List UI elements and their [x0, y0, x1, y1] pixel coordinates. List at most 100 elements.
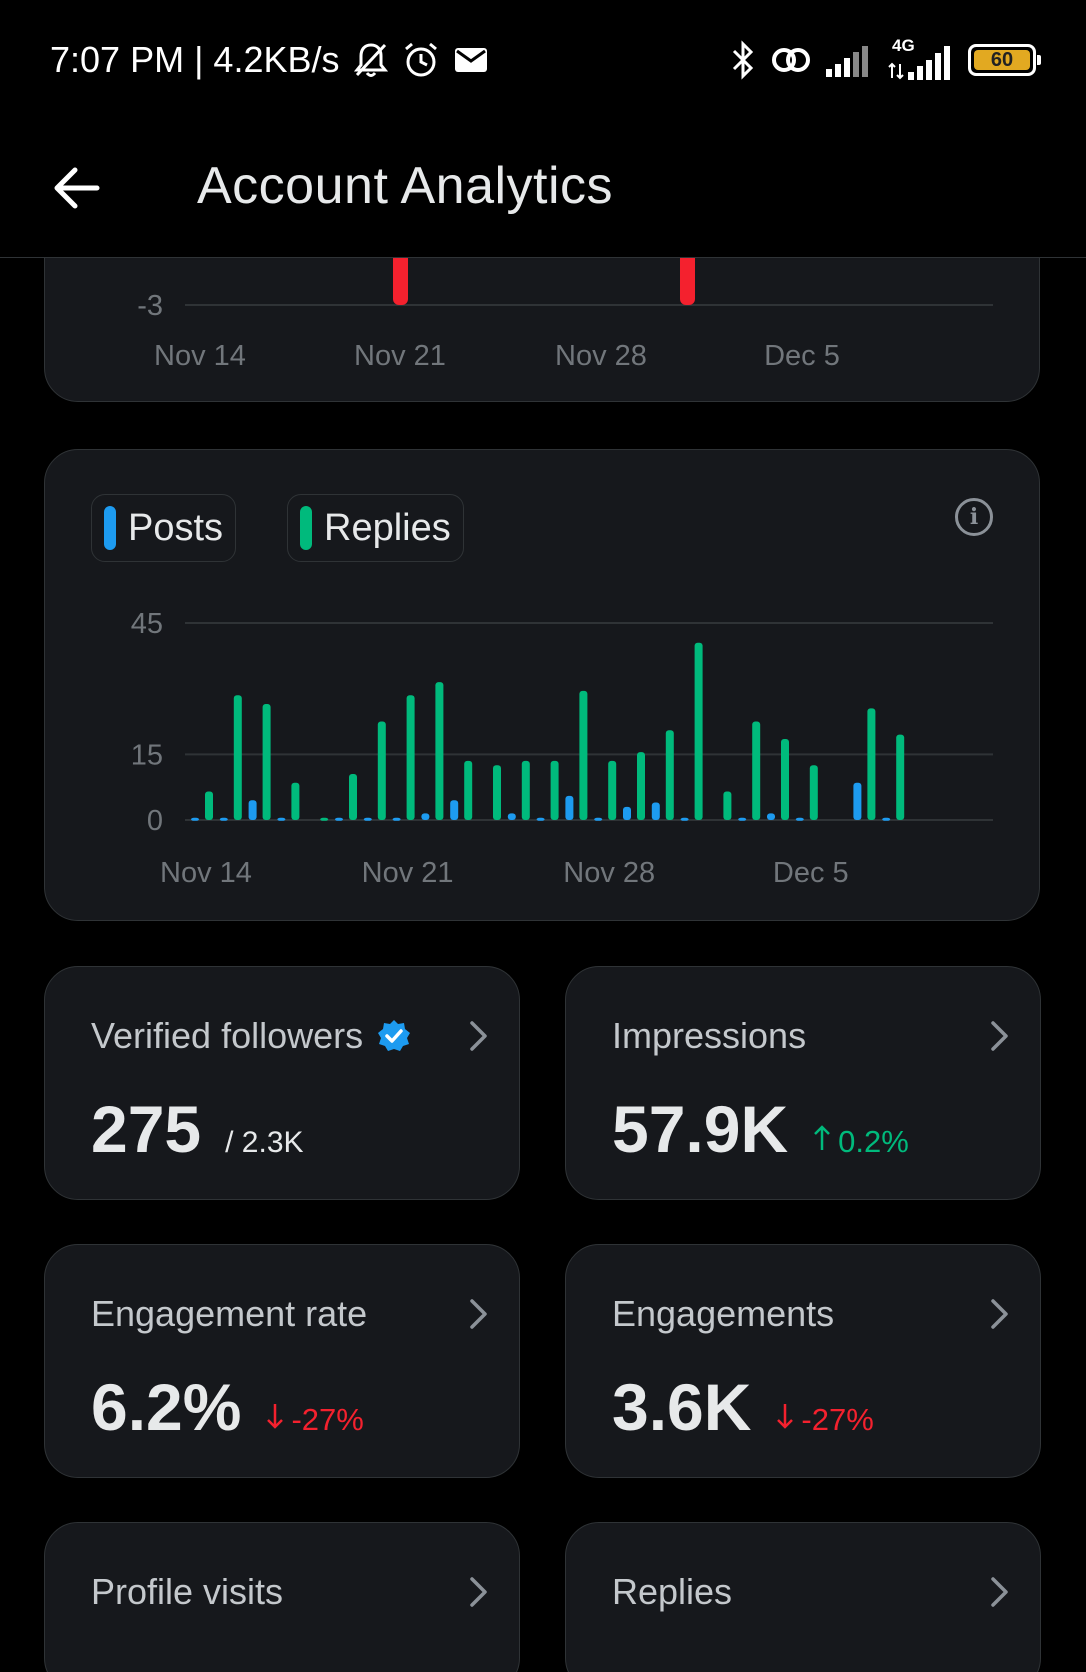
replies-bar [550, 760, 559, 820]
replies-bar [435, 682, 444, 820]
posts-bar [507, 813, 516, 820]
replies-bar [349, 774, 357, 820]
posts-bar [536, 817, 545, 821]
replies-bar [665, 730, 674, 820]
metric-card-replies[interactable]: Replies [565, 1522, 1041, 1672]
x-tick-label: Dec 5 [764, 340, 840, 372]
battery-icon: 60 [968, 44, 1041, 76]
chevron-right-icon [991, 1299, 1008, 1329]
status-left: 7:07 PM | 4.2KB/s [50, 39, 488, 81]
metric-label: Engagements [612, 1293, 835, 1334]
replies-bar [377, 721, 386, 820]
x-tick-label: Nov 21 [354, 340, 446, 372]
replies-bar [579, 690, 588, 820]
x-tick-label: Nov 14 [154, 340, 246, 372]
bell-off-icon [353, 43, 388, 77]
metric-value: 57.9K [612, 1092, 789, 1166]
legend-replies-label: Replies [324, 506, 451, 549]
replies-bar [608, 760, 617, 820]
metric-label: Verified followers [91, 1015, 364, 1056]
chevron-right-icon [470, 1577, 487, 1607]
posts-bar [335, 817, 343, 821]
metric-card-verified-followers[interactable]: Verified followers 275 / 2.3K [44, 966, 520, 1200]
legend-replies[interactable]: Replies [287, 494, 464, 562]
metric-card-engagements[interactable]: Engagements 3.6K -27% [565, 1244, 1041, 1478]
posts-bar [421, 813, 430, 820]
metric-value-row: 57.9K 0.2% [612, 1091, 909, 1167]
signal-icon [826, 46, 868, 77]
replies-bar [867, 708, 876, 820]
info-icon[interactable]: i [955, 498, 993, 536]
app-header: Account Analytics [0, 120, 1086, 258]
posts-bar [565, 795, 574, 820]
legend-posts-label: Posts [128, 506, 224, 549]
posts-bar [623, 806, 631, 820]
alarm-icon [404, 42, 437, 77]
metric-label-row: Engagements [612, 1293, 834, 1335]
metric-card-engagement-rate[interactable]: Engagement rate 6.2% -27% [44, 1244, 520, 1478]
x-tick-label: Nov 21 [362, 857, 454, 889]
metric-label: Profile visits [91, 1571, 284, 1612]
posts-bar [853, 782, 862, 820]
metric-card-profile-visits[interactable]: Profile visits [44, 1522, 520, 1672]
posts-bar [882, 817, 891, 821]
arrow-down-icon [777, 1404, 794, 1429]
chevron-right-icon [470, 1021, 487, 1051]
y-tick-label: 15 [131, 739, 163, 771]
metric-label: Engagement rate [91, 1293, 368, 1334]
network-type-label: 4G [892, 36, 915, 55]
metric-label: Replies [612, 1571, 733, 1612]
legend-replies-swatch [300, 506, 312, 550]
posts-bar [738, 817, 747, 821]
x-tick-label: Nov 28 [563, 857, 655, 889]
replies-bar [809, 765, 818, 820]
replies-bar [896, 734, 905, 820]
chevron-right-icon [991, 1021, 1008, 1051]
metric-label-row: Impressions [612, 1015, 806, 1057]
metric-card-impressions[interactable]: Impressions 57.9K 0.2% [565, 966, 1041, 1200]
replies-bar [752, 721, 761, 820]
mail-icon [454, 48, 487, 72]
status-right: 4G 60 [730, 36, 1041, 80]
battery-level: 60 [974, 50, 1030, 70]
arrow-down-icon [267, 1404, 284, 1429]
metric-value: 6.2% [91, 1370, 242, 1444]
activity-bar-chart: 0 15 45 Nov 14 Nov 21 Nov 28 Dec 5 [131, 608, 993, 889]
arrow-up-icon [814, 1125, 831, 1150]
posts-bar [594, 817, 603, 821]
metric-label-row: Engagement rate [91, 1293, 367, 1335]
posts-bar [450, 800, 459, 820]
posts-bar [680, 817, 689, 821]
signal-4g-icon [888, 46, 950, 80]
activity-chart-card: Posts Replies i 0 15 45 Nov 14 Nov 21 Nov 28 D… [44, 449, 1040, 921]
replies-bar [637, 752, 645, 820]
replies-bar [694, 642, 703, 820]
posts-bar [795, 817, 804, 821]
metric-label-row: Profile visits [91, 1571, 283, 1613]
metric-label-row: Replies [612, 1571, 732, 1613]
signal-4g: 4G [888, 36, 954, 80]
x-tick-label: Dec 5 [773, 857, 849, 889]
metric-delta-value: 0.2% [838, 1124, 909, 1159]
posts-bar [363, 817, 372, 821]
metric-label-row: Verified followers [91, 1015, 411, 1057]
metric-value-row: 6.2% -27% [91, 1369, 364, 1445]
metric-value-row: 275 / 2.3K [91, 1091, 304, 1167]
metric-value-row: 3.6K -27% [612, 1369, 874, 1445]
replies-bar [262, 703, 271, 820]
metric-value: 3.6K [612, 1370, 752, 1444]
back-button[interactable] [46, 158, 106, 218]
replies-bar [521, 760, 530, 820]
chevron-right-icon [991, 1577, 1008, 1607]
replies-bar [233, 695, 242, 820]
legend-posts-swatch [104, 506, 116, 550]
replies-bar [781, 739, 789, 820]
legend-posts[interactable]: Posts [91, 494, 237, 562]
status-bar: 7:07 PM | 4.2KB/s [0, 0, 1086, 120]
metric-delta-value: -27% [291, 1402, 364, 1437]
bluetooth-icon [732, 40, 754, 80]
y-tick-label: 45 [131, 608, 163, 640]
x-tick-label: Nov 28 [555, 340, 647, 372]
verified-badge-icon [378, 1020, 411, 1051]
metric-delta: 0.2% [812, 1124, 909, 1160]
